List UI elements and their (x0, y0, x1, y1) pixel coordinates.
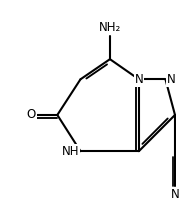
Text: N: N (171, 188, 179, 201)
Text: O: O (27, 108, 36, 122)
Text: N: N (135, 73, 143, 86)
Text: NH₂: NH₂ (99, 21, 121, 34)
Text: N: N (167, 73, 175, 86)
Text: NH: NH (62, 145, 79, 158)
